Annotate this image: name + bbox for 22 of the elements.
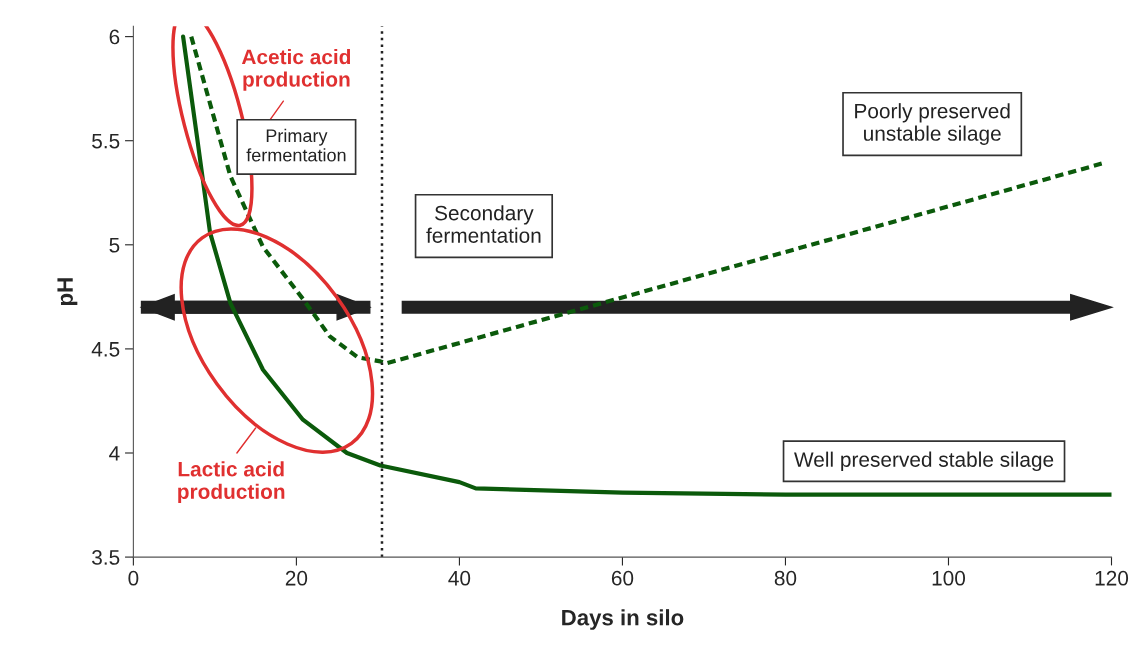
y-tick-label: 4 <box>109 446 120 461</box>
line-series <box>189 34 1104 366</box>
x-tick-label: 120 <box>1095 570 1129 586</box>
y-axis-title: pH <box>57 278 78 305</box>
y-tick-label: 6 <box>109 29 120 45</box>
annotation: Acetic acid production <box>241 49 351 91</box>
x-tick-label: 0 <box>128 570 139 586</box>
y-tick-label: 4.5 <box>91 342 120 357</box>
annotation: Poorly preserved unstable silage <box>855 103 1010 145</box>
x-tick-label: 80 <box>774 570 797 586</box>
y-tick-label: 5 <box>109 238 120 253</box>
x-tick-label: 40 <box>448 570 471 586</box>
x-axis-title: Days in silo <box>562 609 684 630</box>
annotation: Well preserved stable silage <box>794 451 1054 472</box>
annotation: Lactic acid production <box>178 461 285 504</box>
y-tick-label: 5.5 <box>92 133 120 149</box>
annotation: Secondary fermentation <box>426 205 541 243</box>
x-tick-label: 100 <box>932 570 966 586</box>
x-tick-label: 60 <box>611 570 634 586</box>
x-tick-label: 20 <box>285 570 308 586</box>
y-tick-label: 3.5 <box>92 550 120 565</box>
annotation: Primary fermentation <box>246 128 346 162</box>
